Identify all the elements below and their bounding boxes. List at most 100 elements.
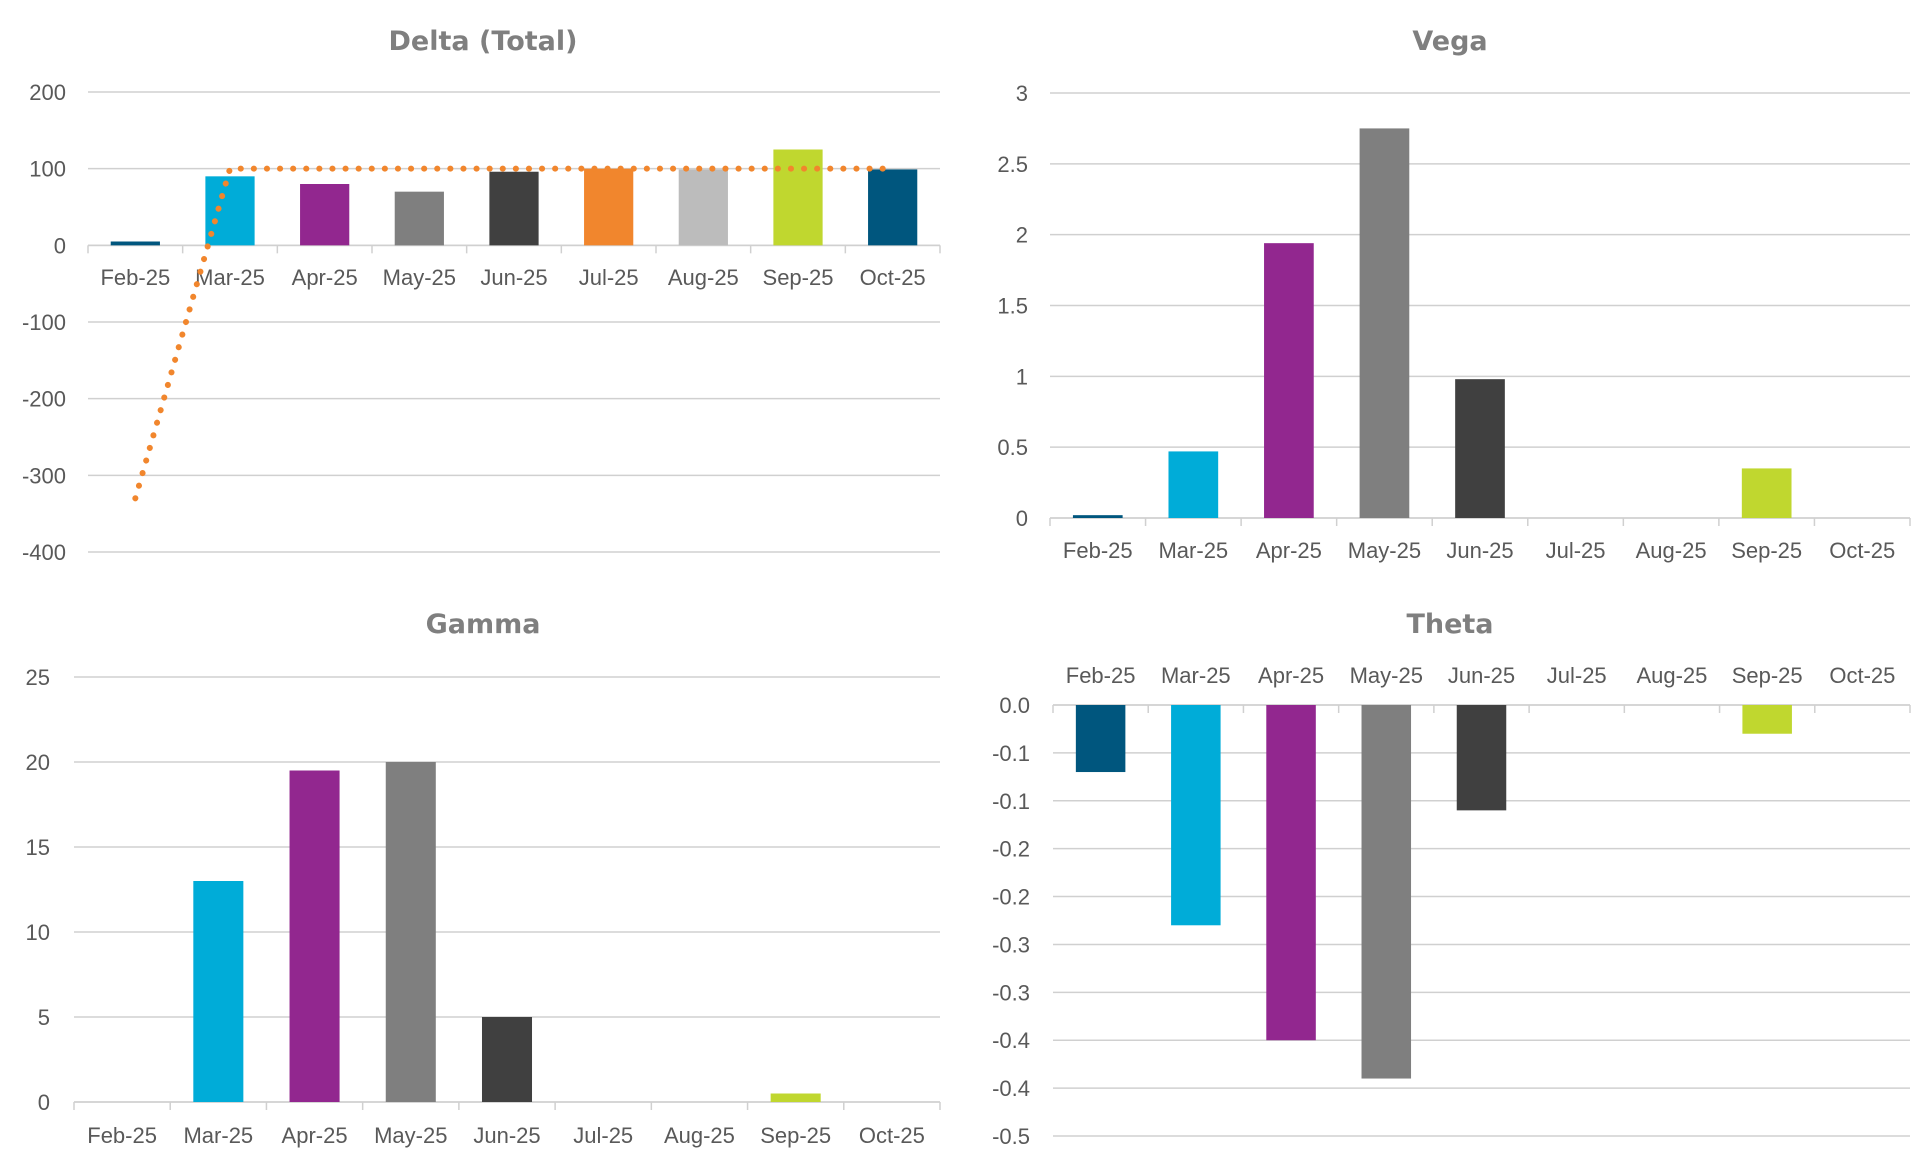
y-tick-label: -0.2 [992,837,1030,862]
y-tick-label: -0.1 [992,741,1030,766]
x-tick-label: May-25 [1348,538,1421,563]
x-tick-label: Aug-25 [664,1123,735,1148]
y-tick-label: -0.3 [992,980,1030,1005]
bar-aug-25 [678,169,728,246]
y-tick-label: 100 [29,157,66,182]
y-tick-label: 0.0 [999,693,1030,718]
y-tick-label: 25 [26,665,50,690]
bar-mar-25 [1171,705,1221,926]
bar-may-25 [385,762,436,1102]
x-tick-label: May-25 [383,265,456,290]
y-tick-label: -100 [22,310,66,335]
gamma-chart: Gamma 25 20 15 10 5 0 Feb-25 Mar-25 Apr-25 May-25… [26,609,941,1148]
x-tick-label: Mar-25 [195,265,265,290]
y-tick-label: 20 [26,750,50,775]
bar-apr-25 [300,184,350,246]
bar-feb-25 [1072,515,1123,518]
x-tick-label: Aug-25 [668,265,739,290]
y-tick-label: 0 [1016,506,1028,531]
bar-may-25 [394,191,444,246]
y-tick-label: 15 [26,835,50,860]
y-tick-label: -0.3 [992,932,1030,957]
y-tick-label: 1 [1016,364,1028,389]
bar-apr-25 [289,770,340,1102]
x-tick-label: Feb-25 [87,1123,157,1148]
bar-jun-25 [489,171,539,246]
bar-apr-25 [1264,243,1314,518]
y-tick-label: -0.5 [992,1124,1030,1149]
x-tick-label: Mar-25 [1161,663,1231,688]
x-tick-label: Jul-25 [579,265,639,290]
x-tick-label: Apr-25 [282,1123,348,1148]
y-tick-label: 0 [54,233,66,258]
trend-line [132,165,896,502]
bar-jun-25 [481,1017,533,1102]
x-tick-label: Apr-25 [1256,538,1322,563]
y-tick-label: 5 [38,1005,50,1030]
y-tick-label: 1.5 [997,294,1028,319]
y-tick-label: -0.4 [992,1076,1030,1101]
x-tick-label: Feb-25 [1063,538,1133,563]
x-tick-label: Sep-25 [1732,663,1803,688]
bar-jun-25 [1455,379,1505,518]
y-tick-label: 2 [1016,223,1028,248]
bar-mar-25 [193,881,244,1102]
x-tick-label: Sep-25 [760,1123,831,1148]
bar-feb-25 [110,241,160,246]
y-tick-label: -0.4 [992,1028,1030,1053]
x-tick-label: Feb-25 [100,265,170,290]
y-tick-label: -0.2 [992,885,1030,910]
bar-may-25 [1359,128,1410,518]
x-tick-label: Jun-25 [473,1123,540,1148]
x-tick-label: Jun-25 [480,265,547,290]
x-tick-label: Apr-25 [292,265,358,290]
bar-sep-25 [770,1093,821,1102]
bar-sep-25 [1742,705,1792,734]
x-tick-label: Jun-25 [1446,538,1513,563]
x-tick-label: Jul-25 [1546,538,1606,563]
y-tick-label: 3 [1016,81,1028,106]
x-tick-label: Sep-25 [1731,538,1802,563]
x-tick-label: May-25 [374,1123,447,1148]
x-tick-label: Sep-25 [763,265,834,290]
bar-sep-25 [773,149,823,246]
x-tick-label: Oct-25 [859,1123,925,1148]
bar-sep-25 [1741,468,1792,518]
y-tick-label: -0.1 [992,789,1030,814]
delta-chart: Delta (Total) 200 100 0 -100 -200 -300 -400 Feb… [22,26,941,565]
x-tick-label: May-25 [1350,663,1423,688]
y-tick-label: 0 [38,1090,50,1115]
x-tick-label: Apr-25 [1258,663,1324,688]
bar-jul-25 [584,168,634,246]
chart-title: Gamma [426,609,541,640]
bar-oct-25 [868,169,918,246]
bar-may-25 [1361,705,1412,1079]
bar-mar-25 [1168,451,1219,518]
y-tick-label: -200 [22,387,66,412]
y-tick-label: 0.5 [997,435,1028,460]
x-tick-label: Jul-25 [573,1123,633,1148]
x-tick-label: Oct-25 [1829,663,1895,688]
x-tick-label: Oct-25 [860,265,926,290]
theta-chart: Theta 0.0 -0.1 -0.1 -0.2 -0.2 -0.3 -0.3 -0.4 -0.… [992,609,1911,1149]
x-tick-label: Feb-25 [1066,663,1136,688]
bar-feb-25 [1075,705,1126,773]
y-tick-label: -400 [22,540,66,565]
x-tick-label: Jul-25 [1547,663,1607,688]
y-tick-label: 2.5 [997,152,1028,177]
bar-apr-25 [1266,705,1316,1041]
y-tick-label: 10 [26,920,50,945]
x-tick-label: Oct-25 [1829,538,1895,563]
vega-chart: Vega 3 2.5 2 1.5 1 0.5 0 Feb-25 Mar-25 Apr-25 May-… [997,26,1911,563]
y-tick-label: -300 [22,463,66,488]
x-tick-label: Aug-25 [1636,663,1707,688]
chart-title: Delta (Total) [389,26,578,57]
x-tick-label: Mar-25 [183,1123,253,1148]
y-tick-label: 200 [29,80,66,105]
x-tick-label: Jun-25 [1448,663,1515,688]
bar-jun-25 [1456,705,1507,811]
chart-title: Theta [1406,609,1493,640]
chart-title: Vega [1412,26,1487,57]
x-tick-label: Mar-25 [1158,538,1228,563]
